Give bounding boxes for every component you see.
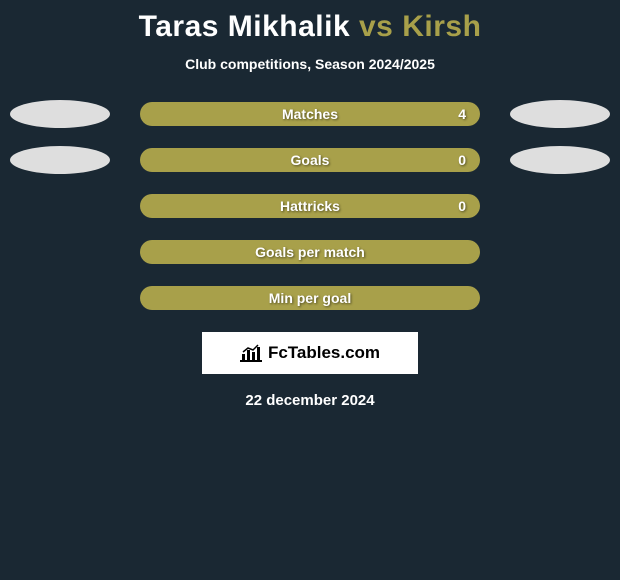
stat-row: Hattricks 0: [0, 194, 620, 218]
chart-icon: [240, 344, 262, 362]
left-ellipse: [10, 146, 110, 174]
subtitle: Club competitions, Season 2024/2025: [0, 56, 620, 72]
stat-bar: Matches 4: [140, 102, 480, 126]
watermark-text: FcTables.com: [268, 343, 380, 363]
stat-label: Goals: [291, 152, 330, 168]
stat-label: Min per goal: [269, 290, 351, 306]
right-ellipse: [510, 100, 610, 128]
right-ellipse: [510, 146, 610, 174]
stat-label: Hattricks: [280, 198, 340, 214]
left-ellipse: [10, 100, 110, 128]
vs-text: vs: [350, 10, 402, 43]
watermark: FcTables.com: [202, 332, 418, 374]
stat-row: Matches 4: [0, 102, 620, 126]
player1-name: Taras Mikhalik: [139, 10, 351, 43]
stat-value: 0: [458, 198, 466, 214]
player2-name: Kirsh: [402, 10, 481, 43]
stat-row: Goals per match: [0, 240, 620, 264]
stat-label: Goals per match: [255, 244, 365, 260]
stat-row: Goals 0: [0, 148, 620, 172]
stat-value: 4: [458, 106, 466, 122]
stat-bar: Goals per match: [140, 240, 480, 264]
stat-row: Min per goal: [0, 286, 620, 310]
main-container: Taras Mikhalik vs Kirsh Club competition…: [0, 0, 620, 409]
stat-bar: Hattricks 0: [140, 194, 480, 218]
stat-bar: Goals 0: [140, 148, 480, 172]
page-title: Taras Mikhalik vs Kirsh: [0, 10, 620, 44]
date-text: 22 december 2024: [0, 392, 620, 409]
stat-label: Matches: [282, 106, 338, 122]
stat-value: 0: [458, 152, 466, 168]
stat-bar: Min per goal: [140, 286, 480, 310]
stats-area: Matches 4 Goals 0 Hattricks 0 Goals per match M…: [0, 102, 620, 310]
